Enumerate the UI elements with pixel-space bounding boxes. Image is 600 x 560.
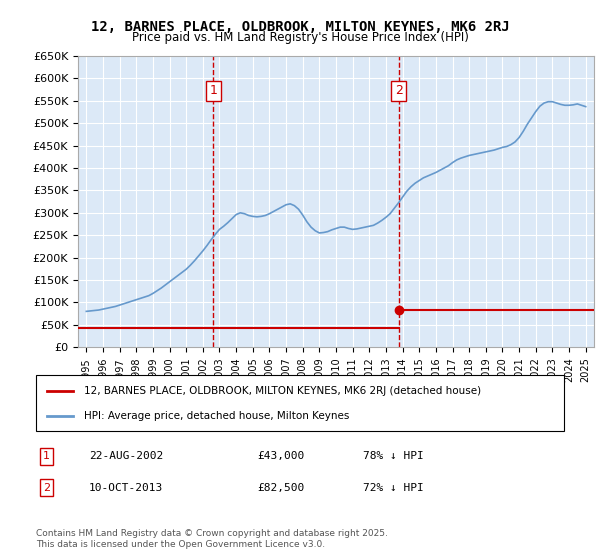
Text: 2: 2 [43, 483, 50, 493]
Text: 12, BARNES PLACE, OLDBROOK, MILTON KEYNES, MK6 2RJ (detached house): 12, BARNES PLACE, OLDBROOK, MILTON KEYNE… [83, 386, 481, 396]
Text: 12, BARNES PLACE, OLDBROOK, MILTON KEYNES, MK6 2RJ: 12, BARNES PLACE, OLDBROOK, MILTON KEYNE… [91, 20, 509, 34]
Text: 1: 1 [43, 451, 50, 461]
Text: £43,000: £43,000 [258, 451, 305, 461]
Text: Price paid vs. HM Land Registry's House Price Index (HPI): Price paid vs. HM Land Registry's House … [131, 31, 469, 44]
Text: HPI: Average price, detached house, Milton Keynes: HPI: Average price, detached house, Milt… [83, 410, 349, 421]
Text: £82,500: £82,500 [258, 483, 305, 493]
Text: Contains HM Land Registry data © Crown copyright and database right 2025.
This d: Contains HM Land Registry data © Crown c… [36, 529, 388, 549]
Text: 10-OCT-2013: 10-OCT-2013 [89, 483, 163, 493]
Text: 1: 1 [209, 85, 217, 97]
FancyBboxPatch shape [36, 375, 564, 431]
Text: 72% ↓ HPI: 72% ↓ HPI [364, 483, 424, 493]
Text: 22-AUG-2002: 22-AUG-2002 [89, 451, 163, 461]
Text: 78% ↓ HPI: 78% ↓ HPI [364, 451, 424, 461]
Text: 2: 2 [395, 85, 403, 97]
